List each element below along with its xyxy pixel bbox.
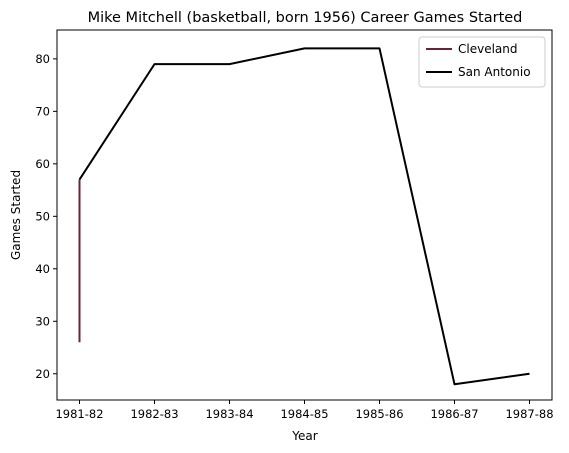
x-tick-label: 1983-84 xyxy=(205,407,253,421)
series-layer xyxy=(78,47,530,386)
y-tick-label: 20 xyxy=(35,367,50,381)
legend: Cleveland San Antonio xyxy=(418,36,546,88)
y-axis: 20 30 40 50 60 70 80 xyxy=(35,52,57,381)
x-tick-label: 1981-82 xyxy=(55,407,103,421)
x-tick-label: 1987-88 xyxy=(505,407,553,421)
x-axis: 1981-82 1982-83 1983-84 1984-85 1985-86 1986-… xyxy=(55,400,554,421)
legend-label: San Antonio xyxy=(458,65,531,79)
y-tick-label: 40 xyxy=(35,262,50,276)
y-tick-label: 80 xyxy=(35,52,50,66)
legend-label: Cleveland xyxy=(458,42,518,56)
y-tick-label: 50 xyxy=(35,209,50,223)
x-tick-label: 1984-85 xyxy=(280,407,328,421)
y-tick-label: 30 xyxy=(35,314,50,328)
y-tick-label: 70 xyxy=(35,104,50,118)
x-axis-label: Year xyxy=(291,429,317,443)
series-line-san-antonio xyxy=(78,47,530,386)
x-tick-label: 1985-86 xyxy=(355,407,403,421)
x-tick-label: 1982-83 xyxy=(130,407,178,421)
y-tick-label: 60 xyxy=(35,157,50,171)
x-tick-label: 1986-87 xyxy=(430,407,478,421)
chart-title: Mike Mitchell (basketball, born 1956) Ca… xyxy=(88,10,523,26)
y-axis-label: Games Started xyxy=(9,170,23,260)
